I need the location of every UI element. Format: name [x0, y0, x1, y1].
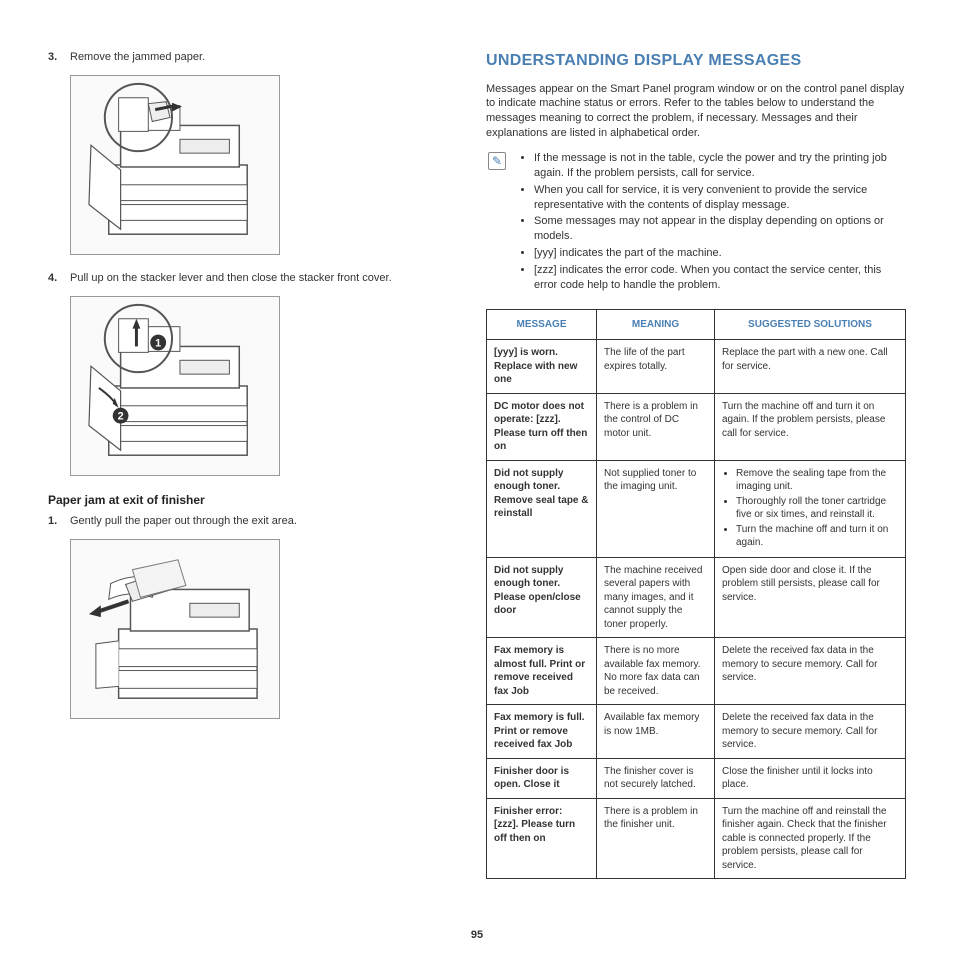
page-layout: 3. Remove the jammed paper. 4. Pull up — [48, 50, 906, 920]
cell-meaning: Not supplied toner to the imaging unit. — [597, 460, 715, 557]
col-meaning: Meaning — [597, 309, 715, 340]
table-row: [yyy] is worn. Replace with new one The … — [487, 340, 906, 394]
subheading-paper-jam: Paper jam at exit of finisher — [48, 492, 448, 508]
svg-text:1: 1 — [155, 337, 161, 349]
cell-meaning: There is a problem in the control of DC … — [597, 393, 715, 460]
cell-meaning: There is a problem in the finisher unit. — [597, 798, 715, 879]
cell-meaning: The finisher cover is not securely latch… — [597, 758, 715, 798]
cell-message: Fax memory is almost full. Print or remo… — [487, 638, 597, 705]
printer-illustration-3 — [70, 539, 280, 719]
cell-solution: Replace the part with a new one. Call fo… — [715, 340, 906, 394]
step-number: 1. — [48, 514, 62, 529]
messages-table: Message Meaning Suggested Solutions [yyy… — [486, 309, 906, 880]
table-row: Fax memory is almost full. Print or remo… — [487, 638, 906, 705]
cell-meaning: Available fax memory is now 1MB. — [597, 705, 715, 759]
cell-meaning: The machine received several papers with… — [597, 557, 715, 638]
step-number: 4. — [48, 271, 62, 286]
cell-solution: Turn the machine off and turn it on agai… — [715, 393, 906, 460]
cell-solution: Turn the machine off and reinstall the f… — [715, 798, 906, 879]
step-item: 4. Pull up on the stacker lever and then… — [48, 271, 448, 286]
note-item: If the message is not in the table, cycl… — [534, 151, 906, 181]
note-item: [zzz] indicates the error code. When you… — [534, 263, 906, 293]
cell-solution: Close the finisher until it locks into p… — [715, 758, 906, 798]
table-row: Finisher error: [zzz]. Please turn off t… — [487, 798, 906, 879]
table-row: Finisher door is open. Close it The fini… — [487, 758, 906, 798]
solution-item: Turn the machine off and turn it on agai… — [736, 523, 898, 550]
note-item: When you call for service, it is very co… — [534, 183, 906, 213]
cell-message: Finisher door is open. Close it — [487, 758, 597, 798]
cell-solution: Open side door and close it. If the prob… — [715, 557, 906, 638]
right-column: UNDERSTANDING DISPLAY MESSAGES Messages … — [486, 50, 906, 920]
table-row: Did not supply enough toner. Remove seal… — [487, 460, 906, 557]
intro-paragraph: Messages appear on the Smart Panel progr… — [486, 82, 906, 141]
section-heading: UNDERSTANDING DISPLAY MESSAGES — [486, 50, 906, 72]
cell-solution: Delete the received fax data in the memo… — [715, 705, 906, 759]
cell-message: [yyy] is worn. Replace with new one — [487, 340, 597, 394]
cell-solution: Delete the received fax data in the memo… — [715, 638, 906, 705]
step-text: Remove the jammed paper. — [70, 50, 448, 65]
cell-message: DC motor does not operate: [zzz]. Please… — [487, 393, 597, 460]
printer-illustration-2: 1 2 — [70, 296, 280, 476]
cell-message: Did not supply enough toner. Please open… — [487, 557, 597, 638]
svg-text:2: 2 — [118, 410, 124, 422]
cell-message: Finisher error: [zzz]. Please turn off t… — [487, 798, 597, 879]
note-item: Some messages may not appear in the disp… — [534, 214, 906, 244]
table-row: Did not supply enough toner. Please open… — [487, 557, 906, 638]
note-item: [yyy] indicates the part of the machine. — [534, 246, 906, 261]
cell-message: Fax memory is full. Print or remove rece… — [487, 705, 597, 759]
note-icon: ✎ — [488, 152, 506, 170]
col-message: Message — [487, 309, 597, 340]
step-text: Gently pull the paper out through the ex… — [70, 514, 448, 529]
solution-item: Remove the sealing tape from the imaging… — [736, 467, 898, 494]
step-text: Pull up on the stacker lever and then cl… — [70, 271, 448, 286]
page-number: 95 — [48, 928, 906, 943]
table-row: DC motor does not operate: [zzz]. Please… — [487, 393, 906, 460]
note-list: If the message is not in the table, cycl… — [516, 151, 906, 295]
note-box: ✎ If the message is not in the table, cy… — [486, 151, 906, 295]
step-number: 3. — [48, 50, 62, 65]
cell-meaning: The life of the part expires totally. — [597, 340, 715, 394]
cell-meaning: There is no more available fax memory. N… — [597, 638, 715, 705]
col-solutions: Suggested Solutions — [715, 309, 906, 340]
cell-message: Did not supply enough toner. Remove seal… — [487, 460, 597, 557]
left-column: 3. Remove the jammed paper. 4. Pull up — [48, 50, 448, 920]
table-header-row: Message Meaning Suggested Solutions — [487, 309, 906, 340]
cell-solution: Remove the sealing tape from the imaging… — [715, 460, 906, 557]
solution-item: Thoroughly roll the toner cartridge five… — [736, 495, 898, 522]
step-item: 1. Gently pull the paper out through the… — [48, 514, 448, 529]
table-row: Fax memory is full. Print or remove rece… — [487, 705, 906, 759]
step-item: 3. Remove the jammed paper. — [48, 50, 448, 65]
printer-illustration-1 — [70, 75, 280, 255]
